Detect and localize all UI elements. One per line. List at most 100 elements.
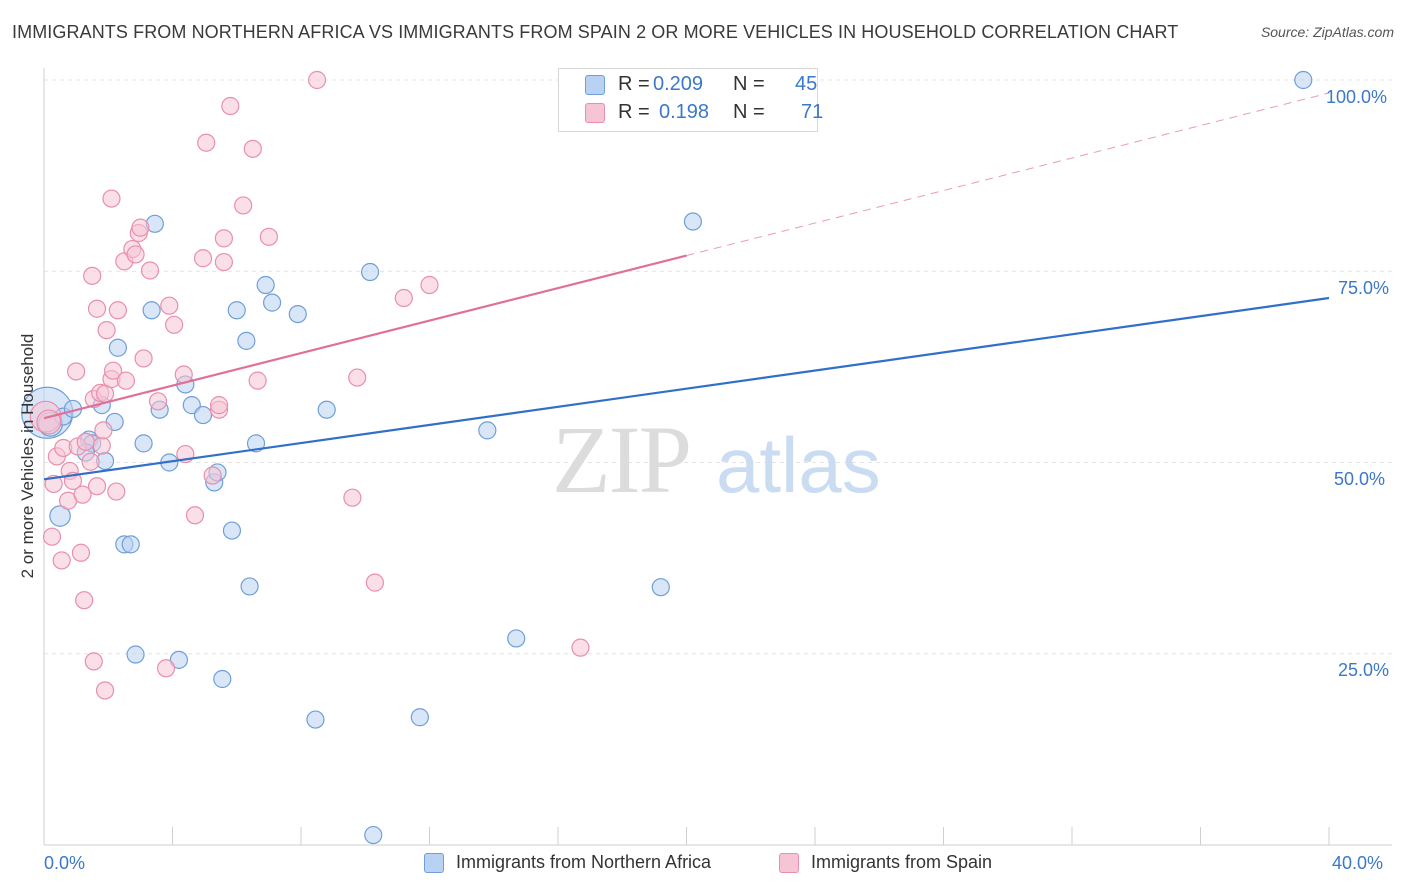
data-point-spain (107, 482, 126, 501)
data-point-northern-africa (240, 577, 259, 596)
data-point-spain (52, 551, 71, 570)
data-point-northern-africa (317, 400, 336, 419)
data-point-spain (97, 321, 116, 340)
data-point-northern-africa (683, 212, 703, 231)
data-point-northern-africa (256, 275, 275, 295)
legend-r-value: 0.198 (659, 101, 710, 123)
data-point-northern-africa (364, 825, 383, 845)
data-point-spain (103, 361, 123, 380)
trend-line-northern-africa (43, 296, 1330, 481)
data-point-spain (84, 652, 103, 671)
data-point-northern-africa (108, 338, 127, 357)
grid-lines (44, 79, 1392, 655)
trend-lines (43, 92, 1330, 481)
x-tick-label-min: 0.0% (44, 853, 86, 873)
bottom-legend-swatch-pink (779, 853, 799, 873)
data-point-spain (116, 371, 136, 390)
watermark-atlas: atlas (716, 421, 881, 509)
legend-swatch-pink (585, 103, 605, 123)
data-point-spain (234, 196, 253, 215)
data-point-spain (75, 591, 94, 610)
data-point-spain (42, 527, 62, 546)
bottom-legend-label: Immigrants from Northern Africa (456, 852, 712, 872)
legend-r-label: R = (618, 101, 650, 123)
data-point-northern-africa (262, 293, 282, 312)
data-point-spain (81, 452, 100, 471)
data-point-spain (193, 249, 213, 268)
data-point-spain (87, 299, 107, 318)
data-point-northern-africa (237, 331, 256, 350)
legend-r-label: R = (618, 73, 650, 95)
data-point-spain (148, 392, 168, 411)
data-point-northern-africa (507, 629, 526, 648)
data-point-spain (571, 638, 590, 657)
data-point-spain (165, 315, 184, 334)
data-point-northern-africa (410, 708, 429, 727)
data-point-spain (73, 485, 92, 504)
bottom-legend-label: Immigrants from Spain (811, 852, 993, 872)
data-point-spain (83, 266, 102, 285)
correlation-legend: R = 0.209 N = 45 R = 0.198 N = 71 (558, 68, 823, 132)
legend-r-value: 0.209 (653, 73, 704, 95)
data-point-spain (348, 368, 367, 387)
data-point-spain (126, 245, 145, 264)
data-point-spain (160, 296, 179, 315)
chart-title: IMMIGRANTS FROM NORTHERN AFRICA VS IMMIG… (12, 22, 1179, 42)
trend-line-spain (43, 254, 687, 420)
data-point-spain (307, 70, 327, 90)
watermark-zip: ZIP (552, 406, 690, 513)
data-point-northern-africa (134, 434, 153, 453)
legend-n-value: 45 (795, 73, 818, 95)
data-point-spain (76, 432, 95, 451)
data-point-spain (343, 488, 362, 507)
data-point-spain (209, 396, 229, 415)
data-point-spain (394, 288, 413, 308)
data-point-northern-africa (121, 535, 140, 554)
watermark: ZIP atlas (552, 406, 881, 513)
data-point-spain (248, 371, 267, 390)
data-point-spain (71, 543, 91, 562)
bottom-legend-swatch-blue (424, 853, 444, 873)
data-point-spain (203, 466, 222, 485)
data-point-spain (131, 218, 150, 237)
data-point-northern-africa (193, 405, 213, 425)
y-tick-label-25: 25.0% (1338, 660, 1390, 680)
source-credit: Source: ZipAtlas.com (1260, 24, 1394, 40)
y-tick-label-50: 50.0% (1334, 469, 1386, 489)
y-axis-label: 2 or more Vehicles in Household (18, 333, 37, 579)
data-point-northern-africa (651, 578, 670, 597)
data-point-northern-africa (478, 421, 497, 440)
y-tick-label-100: 100.0% (1326, 87, 1388, 107)
data-point-spain (134, 349, 153, 368)
data-point-spain (259, 227, 278, 246)
data-point-northern-africa (306, 710, 325, 729)
legend-n-label: N = (733, 73, 765, 95)
data-point-northern-africa (142, 301, 161, 320)
data-point-spain (420, 275, 439, 295)
legend-n-label: N = (733, 101, 765, 123)
data-point-northern-africa (1294, 70, 1313, 90)
data-point-northern-africa (227, 301, 246, 320)
data-point-spain (95, 681, 115, 700)
legend-swatch-blue (585, 75, 605, 95)
data-point-northern-africa (288, 304, 307, 324)
data-point-northern-africa (126, 645, 145, 664)
data-point-spain (221, 96, 240, 116)
y-tick-label-75: 75.0% (1338, 278, 1390, 298)
data-point-northern-africa (246, 434, 266, 453)
data-point-northern-africa (222, 521, 242, 540)
data-point-northern-africa (169, 650, 189, 669)
axes (43, 68, 1392, 846)
data-point-spain (67, 362, 86, 381)
data-point-spain (156, 659, 176, 678)
series-spain-points (29, 70, 590, 700)
data-point-spain (140, 261, 160, 280)
data-point-spain (94, 421, 113, 440)
data-point-spain (365, 573, 384, 592)
data-point-spain (214, 229, 233, 248)
data-point-spain (87, 477, 107, 496)
data-point-spain (243, 139, 262, 158)
data-point-spain (197, 133, 216, 152)
data-point-spain (92, 436, 111, 455)
